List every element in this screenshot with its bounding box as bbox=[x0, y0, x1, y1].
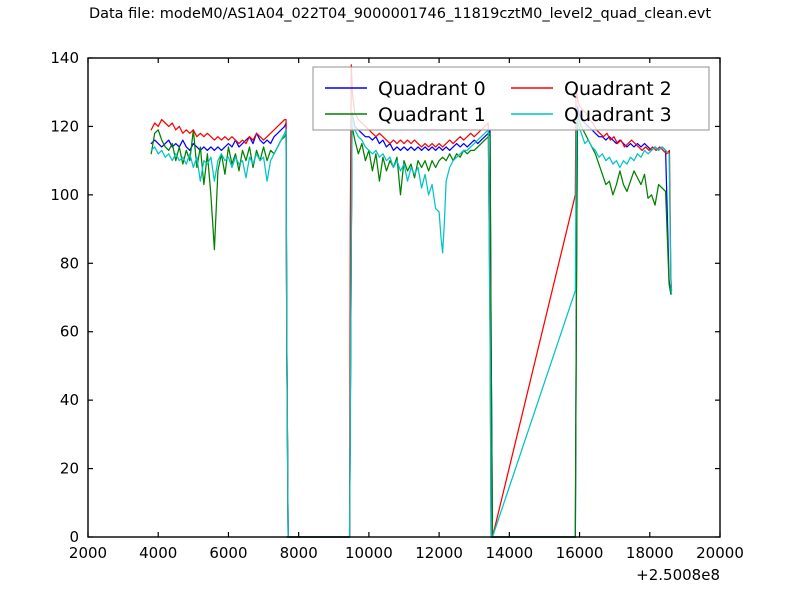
y-tick-label: 0 bbox=[69, 528, 79, 546]
legend-box bbox=[312, 66, 710, 131]
x-tick-label: 8000 bbox=[280, 544, 318, 562]
series-line-quadrant-0 bbox=[150, 105, 672, 538]
legend-label-3: Quadrant 3 bbox=[564, 104, 672, 126]
series-line-quadrant-2 bbox=[150, 64, 673, 538]
chart-legend[interactable]: Quadrant 0 Quadrant 1 Quadrant 2 Quadrant 3 bbox=[312, 66, 710, 131]
x-axis-offset-label: +2.5008e8 bbox=[636, 566, 720, 584]
figure-title: Data file: modeM0/AS1A04_022T04_90000017… bbox=[88, 6, 712, 22]
x-offset-text: +2.5008e8 bbox=[636, 566, 720, 584]
y-tick-label: 120 bbox=[50, 117, 79, 135]
axes-frame bbox=[87, 57, 721, 538]
x-axis-ticks: 2000 4000 6000 8000 10000 12000 14000 16000 1800… bbox=[69, 58, 744, 562]
x-tick-label: 10000 bbox=[345, 544, 393, 562]
x-tick-label: 12000 bbox=[415, 544, 463, 562]
y-axis-ticks: 0 20 40 60 80 100 120 140 bbox=[50, 49, 720, 546]
y-tick-label: 40 bbox=[60, 391, 79, 409]
x-tick-label: 20000 bbox=[696, 544, 744, 562]
y-tick-label: 100 bbox=[50, 186, 79, 204]
series-line-quadrant-3 bbox=[150, 112, 673, 538]
y-tick-label: 60 bbox=[60, 323, 79, 341]
x-tick-label: 4000 bbox=[139, 544, 177, 562]
x-tick-label: 14000 bbox=[485, 544, 533, 562]
y-tick-label: 20 bbox=[60, 460, 79, 478]
x-tick-label: 18000 bbox=[626, 544, 674, 562]
series-group bbox=[150, 64, 673, 538]
series-line-quadrant-1 bbox=[150, 112, 672, 538]
axes-frame-rect bbox=[87, 57, 721, 538]
y-tick-label: 80 bbox=[60, 254, 79, 272]
x-tick-label: 2000 bbox=[69, 544, 107, 562]
legend-label-1: Quadrant 1 bbox=[378, 104, 486, 126]
legend-label-0: Quadrant 0 bbox=[378, 78, 486, 100]
legend-label-2: Quadrant 2 bbox=[564, 78, 672, 100]
y-tick-label: 140 bbox=[50, 49, 79, 67]
x-tick-label: 6000 bbox=[209, 544, 247, 562]
x-tick-label: 16000 bbox=[556, 544, 604, 562]
